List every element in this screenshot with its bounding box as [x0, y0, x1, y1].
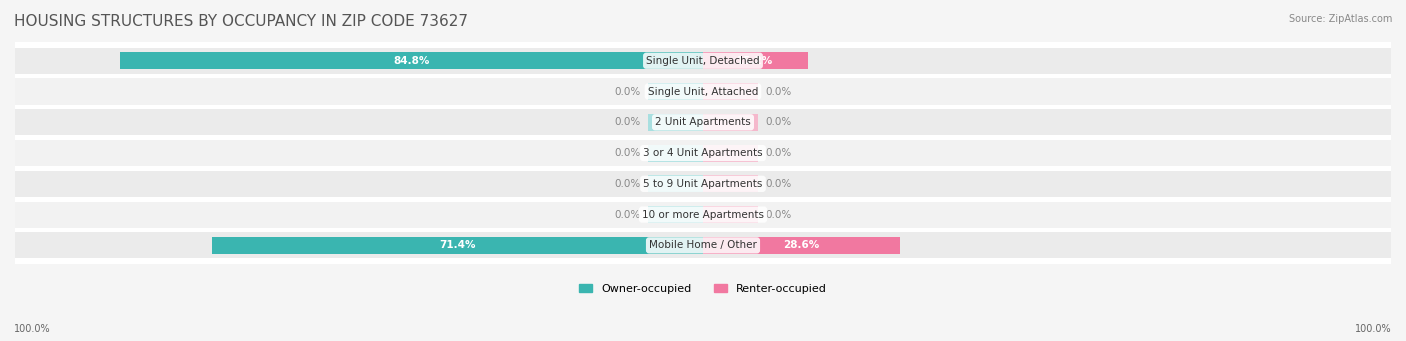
Text: 15.2%: 15.2% [737, 56, 773, 66]
Text: 5 to 9 Unit Apartments: 5 to 9 Unit Apartments [644, 179, 762, 189]
Text: 0.0%: 0.0% [765, 117, 792, 127]
Text: 0.0%: 0.0% [614, 179, 641, 189]
Bar [648, 114, 703, 131]
Bar [120, 52, 703, 69]
Text: Source: ZipAtlas.com: Source: ZipAtlas.com [1288, 14, 1392, 24]
Bar [648, 145, 703, 162]
Bar [703, 83, 758, 100]
Text: 0.0%: 0.0% [765, 210, 792, 220]
Text: 84.8%: 84.8% [394, 56, 429, 66]
Text: 0.0%: 0.0% [614, 87, 641, 97]
Text: 71.4%: 71.4% [439, 240, 475, 250]
Bar [703, 145, 758, 162]
Bar [15, 78, 1391, 105]
Text: 100.0%: 100.0% [1355, 324, 1392, 334]
Text: 2 Unit Apartments: 2 Unit Apartments [655, 117, 751, 127]
Text: 0.0%: 0.0% [614, 117, 641, 127]
Bar [703, 175, 758, 192]
Bar [703, 237, 900, 254]
Bar [648, 206, 703, 223]
Text: 10 or more Apartments: 10 or more Apartments [643, 210, 763, 220]
Text: Single Unit, Attached: Single Unit, Attached [648, 87, 758, 97]
Text: Mobile Home / Other: Mobile Home / Other [650, 240, 756, 250]
Text: 0.0%: 0.0% [614, 210, 641, 220]
Text: 28.6%: 28.6% [783, 240, 820, 250]
Text: Single Unit, Detached: Single Unit, Detached [647, 56, 759, 66]
Bar [15, 48, 1391, 74]
Text: 0.0%: 0.0% [614, 148, 641, 158]
Bar [648, 83, 703, 100]
Text: 3 or 4 Unit Apartments: 3 or 4 Unit Apartments [643, 148, 763, 158]
Bar [703, 206, 758, 223]
Text: 0.0%: 0.0% [765, 148, 792, 158]
Text: 100.0%: 100.0% [14, 324, 51, 334]
Text: HOUSING STRUCTURES BY OCCUPANCY IN ZIP CODE 73627: HOUSING STRUCTURES BY OCCUPANCY IN ZIP C… [14, 14, 468, 29]
Text: 0.0%: 0.0% [765, 87, 792, 97]
Bar [703, 52, 807, 69]
Bar [15, 202, 1391, 228]
Text: 0.0%: 0.0% [765, 179, 792, 189]
Bar [15, 171, 1391, 197]
Bar [648, 175, 703, 192]
Bar [15, 109, 1391, 135]
Bar [15, 232, 1391, 258]
Bar [212, 237, 703, 254]
Legend: Owner-occupied, Renter-occupied: Owner-occupied, Renter-occupied [575, 279, 831, 298]
Bar [703, 114, 758, 131]
Bar [15, 140, 1391, 166]
